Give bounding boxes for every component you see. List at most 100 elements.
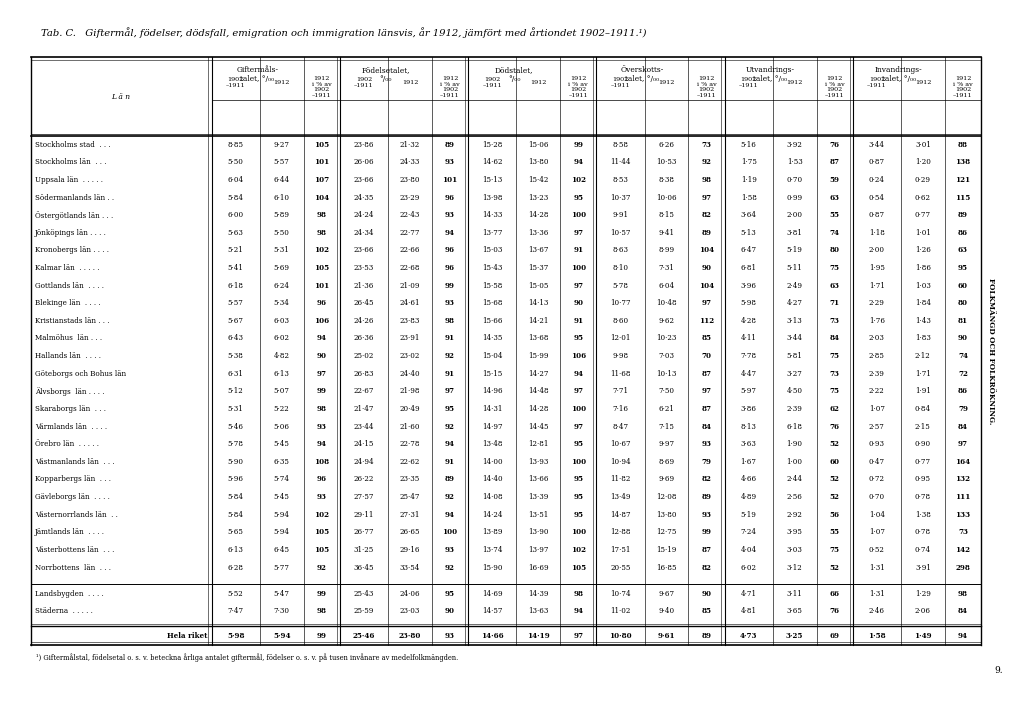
Text: 5·22: 5·22 [273, 405, 290, 413]
Text: 69: 69 [829, 632, 840, 640]
Text: 4·04: 4·04 [740, 546, 757, 554]
Text: 95: 95 [573, 440, 584, 448]
Text: 84: 84 [957, 607, 968, 616]
Text: 25·43: 25·43 [353, 590, 374, 598]
Text: 52: 52 [829, 563, 840, 571]
Text: 90: 90 [316, 352, 327, 360]
Text: 14·08: 14·08 [482, 493, 503, 501]
Text: 56: 56 [829, 511, 840, 518]
Text: 5·45: 5·45 [273, 493, 290, 501]
Text: 29·16: 29·16 [399, 546, 420, 554]
Text: 22·66: 22·66 [399, 247, 420, 255]
Text: Hela riket: Hela riket [167, 632, 208, 640]
Text: 90: 90 [573, 300, 584, 307]
Text: 100: 100 [570, 405, 586, 413]
Text: ¹) Giftermålstal, födelsetal o. s. v. beteckna årliga antalet giftermål, födelse: ¹) Giftermålstal, födelsetal o. s. v. be… [36, 654, 458, 662]
Text: 52: 52 [829, 440, 840, 448]
Text: 5·94: 5·94 [273, 511, 290, 518]
Text: 1·29: 1·29 [915, 590, 931, 598]
Text: 11·82: 11·82 [610, 475, 631, 483]
Text: 6·10: 6·10 [273, 194, 290, 202]
Text: L ä n: L ä n [112, 92, 131, 101]
Text: 1902
–1911: 1902 –1911 [739, 77, 759, 88]
Text: 71: 71 [829, 300, 840, 307]
Text: 6·03: 6·03 [273, 317, 290, 325]
Text: 8·10: 8·10 [612, 264, 629, 272]
Text: 5·96: 5·96 [227, 475, 244, 483]
Text: 23·35: 23·35 [399, 475, 420, 483]
Text: 0·99: 0·99 [786, 194, 803, 202]
Text: 1·75: 1·75 [740, 158, 757, 167]
Text: 7·31: 7·31 [658, 264, 675, 272]
Text: 6·47: 6·47 [740, 247, 757, 255]
Text: 26·83: 26·83 [353, 370, 374, 378]
Text: 94: 94 [573, 158, 584, 167]
Text: 0·78: 0·78 [914, 528, 931, 536]
Text: 15·99: 15·99 [528, 352, 549, 360]
Text: 0·52: 0·52 [869, 546, 885, 554]
Text: Jämtlands län  . . . .: Jämtlands län . . . . [35, 528, 104, 536]
Text: 1·90: 1·90 [786, 440, 803, 448]
Text: 0·77: 0·77 [914, 458, 931, 465]
Text: 10·13: 10·13 [656, 370, 677, 378]
Text: 13·63: 13·63 [528, 607, 549, 616]
Text: 2·29: 2·29 [869, 300, 885, 307]
Text: 0·95: 0·95 [914, 475, 931, 483]
Text: 23·53: 23·53 [354, 264, 374, 272]
Text: 4·11: 4·11 [740, 335, 757, 342]
Text: 9·27: 9·27 [273, 141, 290, 149]
Text: 5·81: 5·81 [786, 352, 803, 360]
Text: 23·03: 23·03 [399, 607, 420, 616]
Text: 16·85: 16·85 [656, 563, 677, 571]
Text: 14·69: 14·69 [482, 590, 503, 598]
Text: 1902
–1911: 1902 –1911 [867, 77, 887, 88]
Text: 3·81: 3·81 [786, 229, 803, 237]
Text: 5·06: 5·06 [273, 423, 290, 430]
Text: 4·71: 4·71 [740, 590, 757, 598]
Text: 107: 107 [314, 176, 330, 184]
Text: 106: 106 [570, 352, 586, 360]
Text: 93: 93 [316, 423, 327, 430]
Text: 5·52: 5·52 [227, 590, 244, 598]
Text: 93: 93 [445, 546, 455, 554]
Text: 5·46: 5·46 [227, 423, 244, 430]
Text: 15·68: 15·68 [482, 300, 503, 307]
Text: Utvandrings-
talet, °/₀₀: Utvandrings- talet, °/₀₀ [746, 66, 795, 83]
Text: 104: 104 [698, 247, 714, 255]
Text: 142: 142 [955, 546, 971, 554]
Text: 5·94: 5·94 [273, 528, 290, 536]
Text: 0·47: 0·47 [868, 458, 885, 465]
Text: 1912: 1912 [658, 80, 675, 85]
Text: 86: 86 [957, 229, 968, 237]
Text: 6·35: 6·35 [273, 458, 290, 465]
Text: 15·15: 15·15 [482, 370, 503, 378]
Text: 22·77: 22·77 [399, 229, 420, 237]
Text: 74: 74 [829, 229, 840, 237]
Text: 20·49: 20·49 [399, 405, 420, 413]
Text: 94: 94 [445, 440, 455, 448]
Text: 12·01: 12·01 [610, 335, 631, 342]
Text: 15·58: 15·58 [482, 282, 503, 290]
Text: 1·03: 1·03 [915, 282, 931, 290]
Text: 80: 80 [957, 300, 968, 307]
Text: 9.: 9. [994, 666, 1002, 676]
Text: 1·07: 1·07 [869, 528, 885, 536]
Text: 59: 59 [829, 176, 840, 184]
Text: Kalmar län  . . . . .: Kalmar län . . . . . [35, 264, 99, 272]
Text: 1·31: 1·31 [869, 563, 885, 571]
Text: 6·02: 6·02 [273, 335, 290, 342]
Text: 14·57: 14·57 [482, 607, 503, 616]
Text: 104: 104 [698, 282, 714, 290]
Text: 86: 86 [957, 388, 968, 395]
Text: 0·78: 0·78 [914, 493, 931, 501]
Text: 5·50: 5·50 [273, 229, 290, 237]
Text: 5·57: 5·57 [273, 158, 290, 167]
Text: 55: 55 [829, 528, 840, 536]
Text: Östergötlands län . . .: Östergötlands län . . . [35, 211, 113, 220]
Text: 5·07: 5·07 [273, 388, 290, 395]
Text: 14·39: 14·39 [528, 590, 549, 598]
Text: 90: 90 [701, 264, 712, 272]
Text: 6·31: 6·31 [227, 370, 244, 378]
Text: 89: 89 [445, 475, 455, 483]
Text: 0·72: 0·72 [869, 475, 885, 483]
